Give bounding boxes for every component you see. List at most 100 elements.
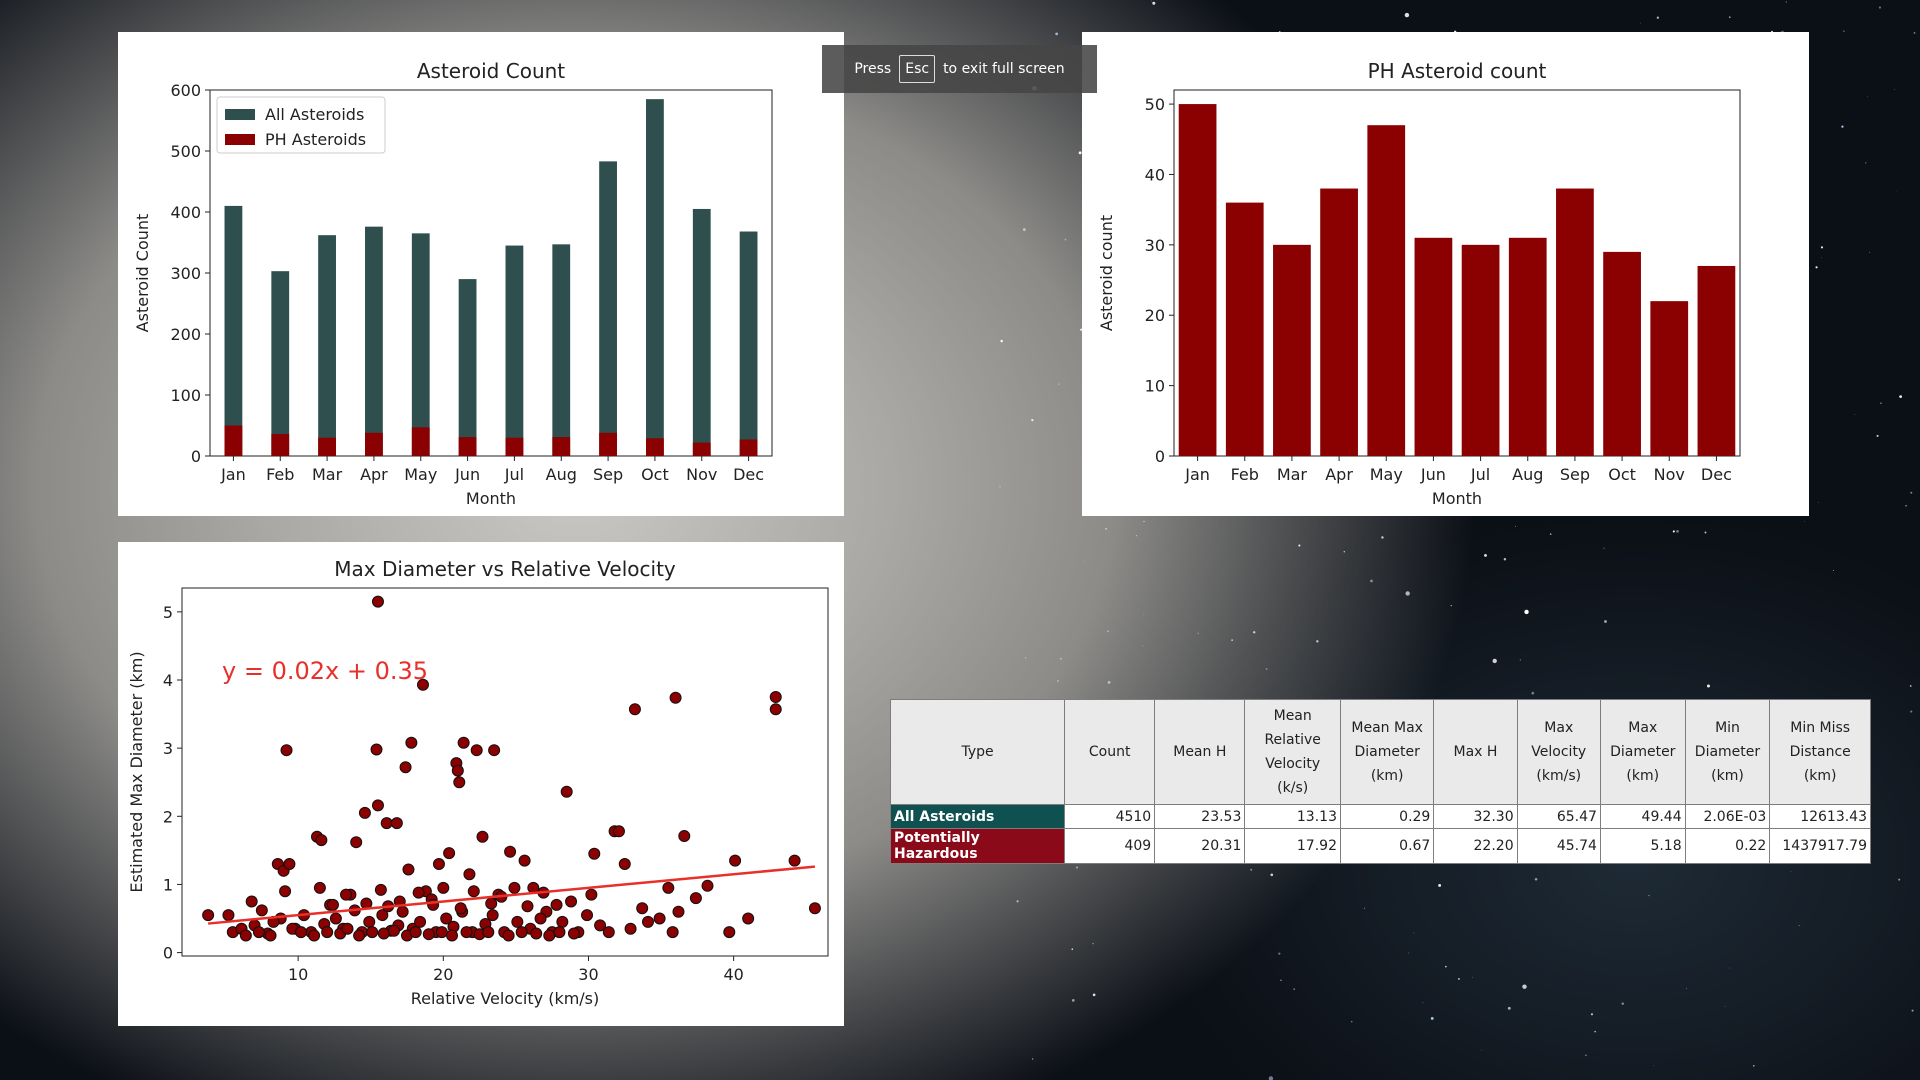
- column-header-line: (km): [1626, 768, 1660, 784]
- scatter-point: [588, 847, 601, 860]
- scatter-point: [390, 817, 403, 830]
- scatter-point: [769, 691, 782, 704]
- column-header: Min Diameter (km): [1684, 699, 1771, 805]
- column-header-line: Mean Max: [1351, 720, 1423, 736]
- scatter-point: [457, 736, 470, 749]
- legend-swatch: [225, 134, 255, 145]
- plot-frame: [1173, 89, 1741, 457]
- bar: [1650, 301, 1689, 456]
- x-tick-label: Mar: [1277, 465, 1308, 484]
- bar: [1603, 251, 1641, 456]
- row-type-cell: All Asteroids: [889, 804, 1066, 829]
- x-tick-label: Sep: [1560, 465, 1590, 484]
- star: [1350, 1020, 1353, 1023]
- scatter-point: [377, 927, 390, 940]
- scatter-point: [308, 929, 321, 942]
- scatter-point: [518, 854, 531, 867]
- y-tick-label: 0: [163, 944, 173, 963]
- scatter-point: [556, 915, 569, 928]
- table-cell: 49.44: [1599, 804, 1686, 829]
- scatter-point: [295, 926, 308, 939]
- table-cell: 23.53: [1154, 804, 1246, 829]
- star: [1492, 658, 1497, 664]
- scatter-point: [742, 912, 755, 925]
- star: [1250, 868, 1253, 871]
- star: [1656, 16, 1660, 19]
- star: [1055, 32, 1059, 36]
- scatter-point: [371, 799, 384, 812]
- x-tick-label: Jun: [1420, 465, 1446, 484]
- star: [1894, 89, 1896, 90]
- star: [1458, 978, 1460, 980]
- bar: [739, 231, 758, 456]
- star: [1905, 505, 1907, 507]
- scatter-point: [585, 888, 598, 901]
- star: [1143, 614, 1145, 615]
- bar: [552, 437, 571, 456]
- star: [1798, 925, 1800, 927]
- star: [1298, 544, 1301, 547]
- column-header-line: Max: [1628, 720, 1658, 736]
- scatter-point: [515, 926, 528, 939]
- star: [1278, 952, 1281, 955]
- star: [1843, 30, 1845, 32]
- star: [1503, 558, 1507, 561]
- scatter-point: [446, 929, 459, 942]
- star: [1603, 547, 1605, 549]
- star: [1867, 96, 1869, 97]
- star: [1025, 657, 1027, 659]
- scatter-point: [340, 888, 353, 901]
- trendline-equation: y = 0.02x + 0.35: [222, 657, 428, 685]
- bar: [411, 427, 430, 456]
- star: [1534, 877, 1538, 881]
- star: [1899, 395, 1903, 398]
- star: [1728, 16, 1731, 18]
- scatter-point: [371, 595, 384, 608]
- esc-key-badge[interactable]: Esc: [899, 55, 936, 83]
- table-cell: 65.47: [1516, 804, 1601, 829]
- x-axis-label: Relative Velocity (km/s): [411, 989, 600, 1008]
- scatter-point: [245, 895, 258, 908]
- scatter-point: [581, 909, 594, 922]
- scatter-point: [504, 845, 517, 858]
- diameter-velocity-scatter-chart: Max Diameter vs Relative Velocity 0 1 2 3 4 5 1…: [127, 557, 829, 1008]
- scatter-point: [567, 927, 580, 940]
- x-tick-label: Jan: [220, 465, 246, 484]
- column-header: Max H: [1433, 699, 1518, 805]
- star: [1804, 521, 1805, 522]
- scatter-point: [341, 922, 354, 935]
- star: [1107, 630, 1109, 633]
- star: [1640, 22, 1642, 24]
- star: [1880, 402, 1882, 405]
- scatter-point: [729, 854, 742, 867]
- star: [1524, 609, 1529, 615]
- x-tick-label: Oct: [1608, 465, 1636, 484]
- table-cell: 409: [1064, 828, 1156, 864]
- bar: [365, 226, 383, 456]
- asteroid-count-chart-panel: Asteroid Count 0 100 200 300 400 500 600 Jan Feb M…: [118, 32, 844, 516]
- star: [1549, 533, 1552, 535]
- star: [1438, 884, 1442, 887]
- column-header-line: Distance: [1789, 744, 1851, 760]
- scatter-point: [283, 858, 296, 870]
- scatter-point: [380, 817, 393, 830]
- scatter-point: [482, 926, 495, 939]
- bar: [646, 99, 664, 457]
- x-tick-label: Jul: [1470, 465, 1490, 484]
- star: [1604, 620, 1607, 623]
- y-tick-label: 3: [163, 739, 173, 758]
- star: [1142, 645, 1144, 647]
- scatter-point: [396, 905, 409, 918]
- star: [1672, 530, 1675, 533]
- star: [1450, 605, 1452, 607]
- legend-box: [216, 96, 386, 154]
- scatter-point: [374, 883, 387, 896]
- star: [1364, 907, 1366, 909]
- bar: [224, 425, 243, 456]
- star: [1911, 1009, 1914, 1012]
- star: [1075, 866, 1079, 869]
- bar: [1320, 188, 1358, 457]
- scatter-point: [476, 830, 489, 843]
- star: [1430, 1016, 1434, 1020]
- column-header: Mean Relative Velocity (k/s): [1244, 699, 1341, 805]
